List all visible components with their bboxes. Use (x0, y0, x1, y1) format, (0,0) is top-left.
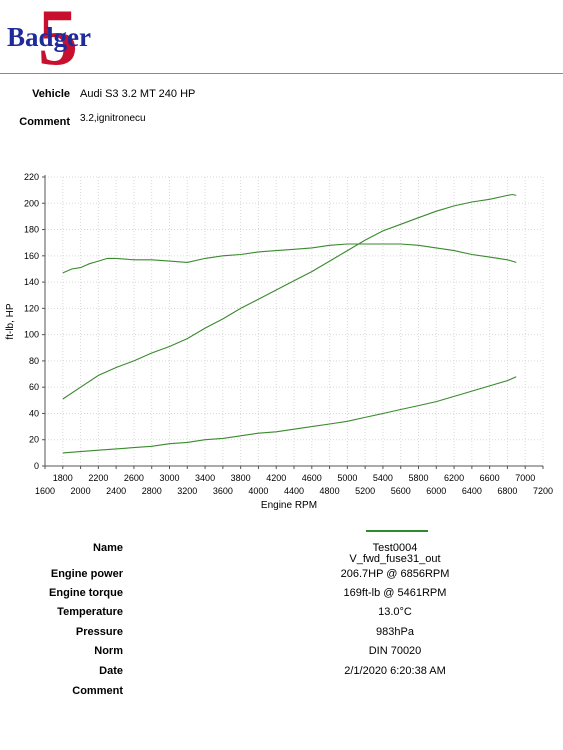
name-value-1: Test0004 (372, 542, 418, 554)
y-tick-label: 20 (29, 435, 39, 445)
comment-label: Comment (19, 116, 70, 128)
engine-power-label: Engine power (50, 568, 123, 580)
y-tick-label: 40 (29, 408, 39, 418)
y-tick-label: 180 (24, 225, 39, 235)
temperature-value: 13.0°C (378, 606, 412, 618)
vehicle-label: Vehicle (32, 88, 70, 100)
logo-number: 5 (38, 4, 78, 70)
chart-grid (44, 176, 544, 467)
temperature-label: Temperature (57, 606, 123, 618)
x-tick-label: 5600 (391, 486, 411, 496)
logo-text: Badger (7, 22, 91, 52)
engine-power-value: 206.7HP @ 6856RPM (340, 568, 450, 580)
y-axis-label: ft-lb, HP (5, 303, 16, 339)
x-tick-label: 4600 (302, 473, 322, 483)
engine-torque-label: Engine torque (49, 587, 123, 599)
chart-axes: 0 20 40 60 80 100 120 140 160 180 200 220 1600 1800 20… (24, 172, 553, 496)
chart-series (62, 193, 517, 454)
series-line-2 (62, 193, 517, 400)
x-tick-label: 6200 (444, 473, 464, 483)
legend-line (366, 530, 428, 532)
y-tick-label: 0 (34, 461, 39, 471)
date-label: Date (99, 665, 123, 677)
comment-value: 3.2,ignitronecu (80, 113, 146, 124)
norm-value: DIN 70020 (368, 645, 422, 657)
series-line-3 (62, 376, 517, 454)
x-tick-label: 3800 (231, 473, 251, 483)
x-tick-label: 1600 (35, 486, 55, 496)
header-divider (0, 73, 563, 74)
x-tick-label: 2400 (106, 486, 126, 496)
x-tick-label: 7200 (533, 486, 553, 496)
x-tick-label: 3600 (213, 486, 233, 496)
y-tick-label: 140 (24, 277, 39, 287)
norm-label: Norm (94, 645, 123, 657)
y-tick-label: 220 (24, 172, 39, 182)
pressure-value: 983hPa (376, 626, 414, 638)
y-tick-label: 160 (24, 251, 39, 261)
x-tick-label: 2000 (71, 486, 91, 496)
x-axis-label: Engine RPM (261, 500, 317, 511)
x-tick-label: 7000 (515, 473, 535, 483)
x-tick-label: 4200 (266, 473, 286, 483)
y-tick-label: 100 (24, 330, 39, 340)
y-tick-label: 80 (29, 356, 39, 366)
x-tick-label: 5400 (373, 473, 393, 483)
x-tick-label: 4800 (320, 486, 340, 496)
x-tick-label: 6600 (480, 473, 500, 483)
x-tick-label: 2800 (142, 486, 162, 496)
engine-torque-value: 169ft-lb @ 5461RPM (343, 587, 447, 599)
y-tick-label: 120 (24, 303, 39, 313)
x-tick-label: 4000 (248, 486, 268, 496)
x-tick-label: 2600 (124, 473, 144, 483)
vehicle-value: Audi S3 3.2 MT 240 HP (80, 88, 196, 100)
name-label: Name (93, 542, 123, 554)
info-comment-label: Comment (72, 685, 123, 697)
name-value-2: V_fwd_fuse31_out (349, 553, 441, 565)
pressure-label: Pressure (75, 626, 123, 638)
x-tick-label: 4400 (284, 486, 304, 496)
x-tick-label: 3400 (195, 473, 215, 483)
x-tick-label: 5200 (355, 486, 375, 496)
x-tick-label: 6800 (497, 486, 517, 496)
date-value: 2/1/2020 6:20:38 AM (344, 665, 446, 677)
y-tick-label: 60 (29, 382, 39, 392)
series-line-1 (62, 243, 517, 274)
y-tick-label: 200 (24, 198, 39, 208)
x-tick-label: 1800 (53, 473, 73, 483)
x-tick-label: 5000 (337, 473, 357, 483)
x-tick-label: 6400 (462, 486, 482, 496)
x-tick-label: 3200 (177, 486, 197, 496)
x-tick-label: 3000 (159, 473, 179, 483)
x-tick-label: 6000 (426, 486, 446, 496)
dyno-chart: 0 20 40 60 80 100 120 140 160 180 200 220 1600 1800 20… (5, 172, 553, 511)
x-tick-label: 5800 (408, 473, 428, 483)
badger5-logo: 5 Badger (7, 4, 91, 70)
x-tick-label: 2200 (88, 473, 108, 483)
